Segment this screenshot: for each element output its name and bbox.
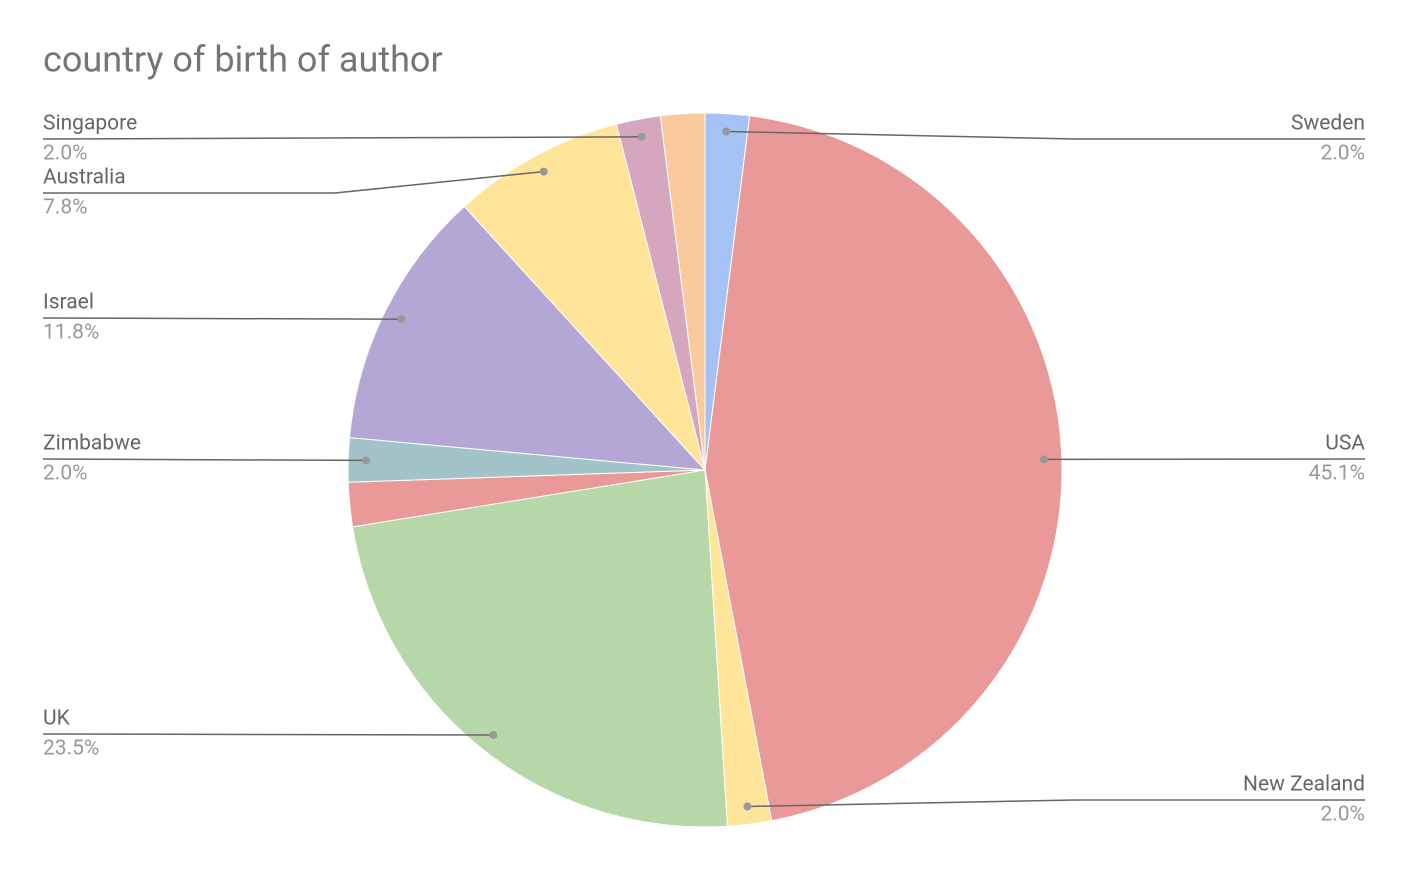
slice-value-label: 2.0% [1320, 142, 1365, 166]
leader-line [726, 130, 1365, 140]
slice-value-label: 23.5% [43, 737, 99, 761]
slice-label: Australia [43, 166, 126, 190]
leader-dot [722, 127, 731, 136]
pie-slice [659, 112, 706, 471]
leader-dot [489, 730, 498, 739]
leader-dot [637, 132, 646, 141]
pie-slice [463, 123, 706, 471]
leader-dot [397, 315, 406, 324]
slice-value-label: 2.0% [43, 142, 88, 166]
slice-label: USA [1325, 432, 1365, 456]
slice-label: UK [43, 707, 71, 731]
slice-value-label: 7.8% [43, 196, 88, 220]
leader-line [42, 458, 366, 462]
slice-label: Zimbabwe [43, 432, 141, 456]
leader-dot [361, 456, 370, 465]
leader-dot [1039, 455, 1048, 464]
leader-line [42, 733, 494, 736]
leader-line [43, 170, 544, 194]
slice-value-label: 45.1% [1309, 462, 1365, 486]
leader-dot [539, 167, 548, 176]
leader-line [42, 136, 642, 140]
chart-title: country of birth of author [43, 39, 443, 81]
slice-value-label: 11.8% [43, 321, 99, 345]
leader-line [42, 317, 402, 320]
leader-dot [743, 802, 752, 811]
pie-slice [348, 205, 707, 471]
leader-line [747, 799, 1365, 808]
slice-label: Singapore [43, 112, 137, 136]
pie-slice [351, 469, 728, 828]
slice-label: New Zealand [1243, 773, 1365, 797]
slice-label: Israel [43, 291, 94, 315]
slice-value-label: 2.0% [43, 462, 88, 486]
slice-value-label: 2.0% [1320, 803, 1365, 827]
slice-label: Sweden [1291, 112, 1365, 136]
